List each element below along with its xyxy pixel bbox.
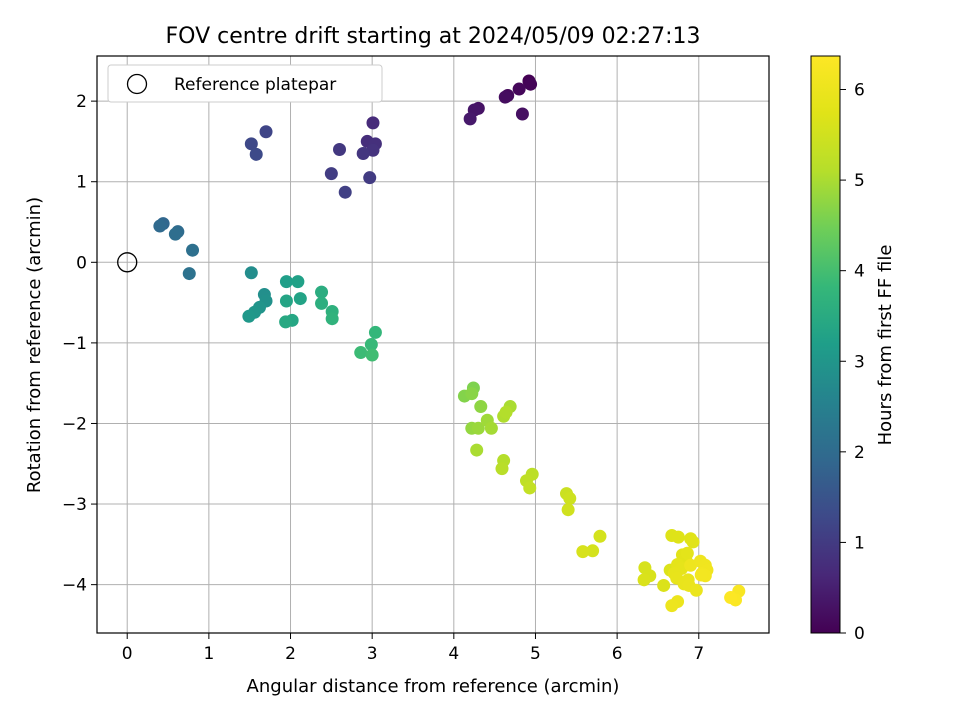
data-point (168, 227, 182, 241)
data-point (495, 462, 509, 476)
plot-frame (96, 55, 770, 634)
data-point (363, 171, 377, 185)
data-point (366, 116, 380, 130)
data-point (365, 348, 379, 362)
data-point (249, 147, 263, 161)
y-tick-label: 0 (76, 253, 87, 273)
data-point (338, 185, 352, 199)
data-point (470, 443, 484, 457)
data-point (333, 142, 347, 156)
colorbar-label: Hours from first FF file (875, 245, 896, 446)
data-point (364, 338, 378, 351)
data-point (242, 309, 256, 323)
data-point (724, 591, 738, 605)
legend-label-reference: Reference platepar (174, 75, 336, 95)
y-tick-label: −3 (62, 495, 87, 515)
data-point (186, 243, 200, 257)
data-point (665, 599, 679, 613)
data-point (182, 267, 196, 281)
data-point (694, 568, 708, 582)
colorbar-tick-label: 3 (854, 352, 865, 372)
y-tick-label: −4 (62, 576, 87, 596)
data-point (291, 275, 305, 289)
data-point (324, 167, 338, 181)
legend-marker-reference (126, 73, 148, 95)
data-point (499, 405, 513, 419)
colorbar-tick-label: 1 (854, 533, 865, 553)
data-point (680, 546, 694, 560)
x-axis-ticks: 0 1 2 3 4 5 6 7 (122, 633, 704, 664)
data-point (671, 530, 685, 544)
data-point (484, 421, 498, 435)
colorbar-tick-label: 5 (854, 171, 865, 191)
y-axis-label: Rotation from reference (arcmin) (24, 197, 45, 493)
x-tick-label: 2 (285, 644, 296, 664)
legend-box (107, 64, 383, 103)
data-point (637, 573, 651, 587)
data-point (561, 503, 575, 517)
data-point (244, 137, 258, 151)
data-point (689, 583, 703, 597)
data-point (593, 529, 607, 543)
x-tick-label: 5 (530, 644, 541, 664)
colorbar-tick-label: 2 (854, 443, 865, 463)
data-point (315, 285, 329, 299)
grid (97, 56, 769, 633)
colorbar-gradient (810, 55, 841, 634)
y-tick-label: −2 (62, 414, 87, 434)
data-point (279, 315, 293, 329)
data-point (279, 275, 293, 289)
colorbar-tick-label: 6 (854, 81, 865, 101)
x-tick-label: 1 (203, 644, 214, 664)
data-point (474, 400, 488, 414)
data-point (563, 491, 577, 505)
x-tick-label: 3 (367, 644, 378, 664)
x-tick-label: 0 (122, 644, 133, 664)
y-axis-ticks: 2 1 0 −1 −2 −3 −4 (62, 92, 97, 596)
data-point (279, 294, 293, 308)
data-point (354, 346, 368, 360)
data-point (686, 535, 700, 549)
y-tick-label: 1 (76, 173, 87, 193)
data-point (657, 578, 671, 592)
data-point (315, 296, 329, 310)
data-point (471, 421, 485, 435)
data-points (117, 74, 746, 613)
data-point (259, 125, 273, 139)
data-point (498, 90, 512, 104)
data-point (356, 147, 370, 161)
y-tick-label: −1 (62, 334, 87, 354)
data-point (463, 112, 477, 126)
data-point (512, 82, 526, 96)
data-point (465, 387, 479, 401)
data-point (153, 219, 167, 233)
colorbar-tick-label: 0 (854, 624, 865, 644)
data-point (524, 77, 538, 91)
data-point (325, 312, 339, 326)
chart-title: FOV centre drift starting at 2024/05/09 … (166, 24, 701, 49)
data-point (576, 545, 590, 559)
x-axis-label: Angular distance from reference (arcmin) (247, 676, 620, 697)
x-tick-label: 7 (693, 644, 704, 664)
legend: Reference platepar (107, 64, 383, 103)
data-point (523, 481, 537, 495)
y-tick-label: 2 (76, 92, 87, 112)
reference-platepar-marker (117, 252, 138, 273)
data-point (515, 107, 529, 121)
data-point (368, 325, 382, 339)
data-point (586, 544, 600, 558)
colorbar: 0 1 2 3 4 5 6 Hours from first FF file (810, 55, 896, 644)
data-point (293, 292, 307, 306)
data-point (366, 143, 380, 157)
x-tick-label: 4 (448, 644, 459, 664)
colorbar-tick-label: 4 (854, 262, 865, 282)
data-point (684, 558, 698, 572)
colorbar-ticks: 0 1 2 3 4 5 6 (840, 81, 865, 644)
data-point (244, 266, 258, 280)
x-tick-label: 6 (612, 644, 623, 664)
